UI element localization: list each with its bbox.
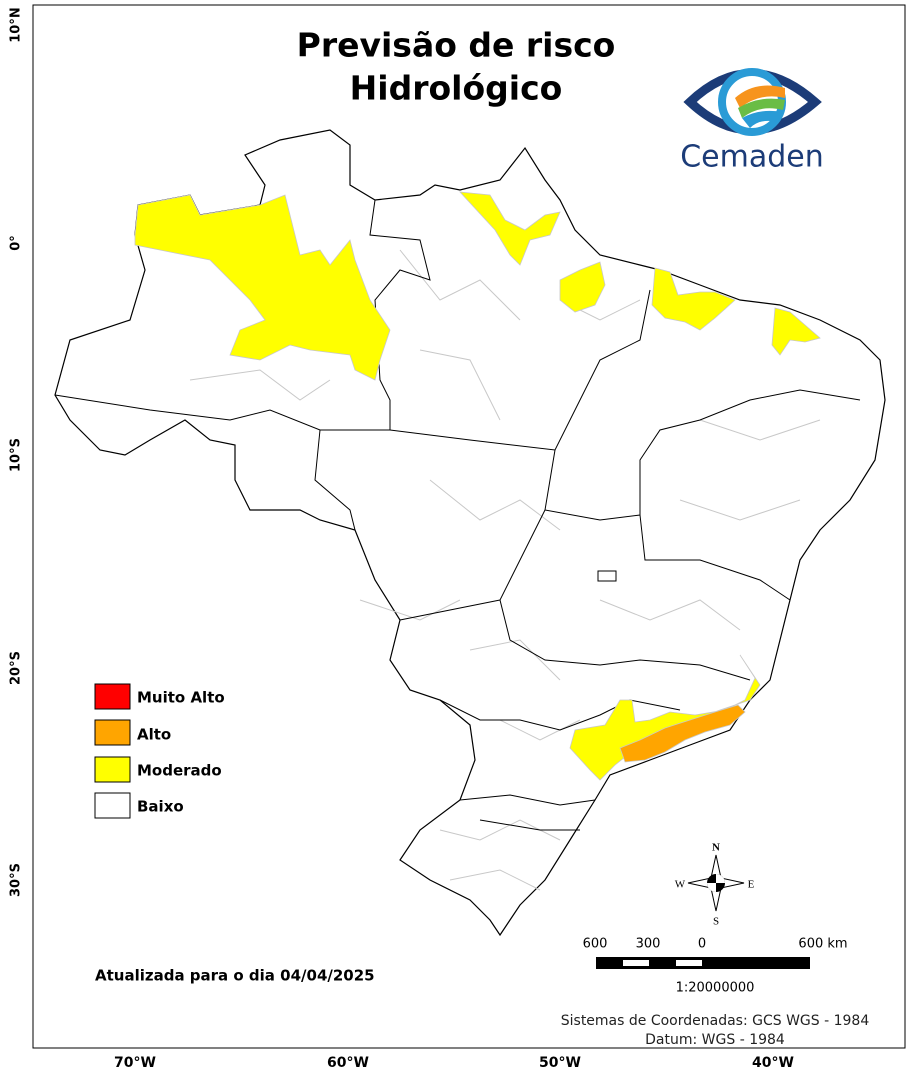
credit-line: Sistemas de Coordenadas: GCS WGS - 1984 (561, 1013, 870, 1029)
lat-label: 20°S (9, 651, 24, 685)
lon-label: 60°W (327, 1055, 369, 1071)
longitude-labels: 70°W 60°W 50°W 40°W (114, 1055, 794, 1071)
legend-swatch (94, 719, 131, 746)
moderate-areas (134, 191, 821, 781)
legend: Muito Alto Alto Moderado Baixo (94, 683, 225, 819)
lat-label: 30°S (9, 863, 24, 897)
lon-label: 50°W (539, 1055, 581, 1071)
compass-n: N (712, 842, 720, 854)
high-areas (619, 704, 746, 763)
legend-label: Moderado (137, 762, 222, 780)
credit-line: Datum: WGS - 1984 (645, 1032, 785, 1048)
logo: Cemaden (680, 68, 824, 175)
title-line: Previsão de risco (297, 26, 616, 65)
legend-swatch (94, 683, 131, 710)
compass-w: W (675, 879, 686, 891)
lat-label: 10°S (9, 438, 24, 472)
latitude-labels: 10°N 0° 10°S 20°S 30°S (9, 7, 24, 897)
lon-label: 70°W (114, 1055, 156, 1071)
legend-label: Muito Alto (137, 689, 225, 707)
scale-label: 600 km (798, 937, 847, 952)
scale-bar: 600 300 0 600 km 1:20000000 (583, 937, 848, 996)
compass-rose: N S E W (675, 842, 755, 928)
lat-label: 0° (9, 235, 24, 251)
update-note: Atualizada para o dia 04/04/2025 (95, 967, 375, 985)
logo-text: Cemaden (680, 140, 824, 175)
legend-swatch (94, 756, 131, 783)
compass-e: E (748, 879, 755, 891)
scale-label: 600 (583, 937, 608, 952)
lat-label: 10°N (9, 7, 24, 42)
scale-label: 0 (698, 937, 706, 952)
title-line: Hidrológico (350, 69, 563, 108)
scale-ratio: 1:20000000 (676, 981, 755, 996)
legend-label: Baixo (137, 798, 184, 816)
scale-label: 300 (636, 937, 661, 952)
compass-s: S (713, 916, 719, 928)
region-borders (189, 249, 821, 891)
legend-label: Alto (137, 726, 171, 744)
lon-label: 40°W (752, 1055, 794, 1071)
legend-swatch (94, 792, 131, 819)
